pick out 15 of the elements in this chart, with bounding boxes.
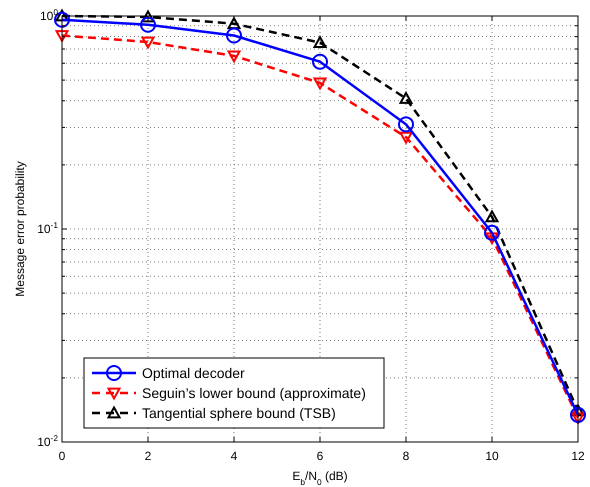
legend-label: Optimal decoder — [142, 365, 246, 381]
x-tick-label: 4 — [230, 449, 238, 463]
x-tick-label: 0 — [58, 449, 66, 463]
y-tick-label: 10$^{-2}$ — [37, 433, 58, 449]
x-tick-label: 8 — [402, 449, 410, 463]
y-tick-label: 10$^{-1}$ — [37, 220, 58, 236]
x-tick-label: 12 — [571, 449, 585, 463]
x-axis-title: E$_{b}$/N$_{0}$ (dB) — [292, 469, 348, 487]
x-tick-label: 6 — [316, 449, 324, 463]
legend-label: Tangential sphere bound (TSB) — [142, 405, 336, 421]
x-tick-label: 2 — [144, 449, 152, 463]
y-tick-label: 10$^{0}$ — [40, 7, 58, 23]
legend-label: Seguin’s lower bound (approximate) — [142, 385, 366, 401]
y-axis-title: Message error probability — [13, 161, 27, 297]
x-tick-label: 10 — [485, 449, 499, 463]
